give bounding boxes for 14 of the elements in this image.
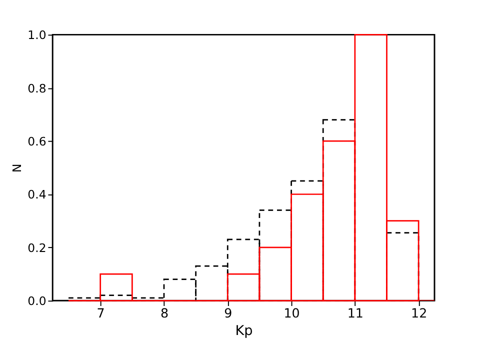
y-tick-label: 1.0 [28,28,46,42]
x-axis-title: Kp [235,323,253,340]
y-axis-title: N [10,164,24,173]
x-tick-label: 9 [224,306,232,321]
y-tick-label: 0.6 [28,134,46,148]
y-tick-label: 0.8 [28,81,46,96]
y-tick-label: 0.4 [28,188,46,202]
y-tick-label: 0.2 [28,240,46,255]
x-tick-label: 10 [284,306,300,321]
x-tick-label: 7 [96,306,105,321]
y-tick-label: 0.0 [28,294,46,308]
x-tick-label: 12 [411,306,428,321]
x-tick-label: 11 [347,306,364,321]
x-tick-label: 8 [160,306,169,321]
